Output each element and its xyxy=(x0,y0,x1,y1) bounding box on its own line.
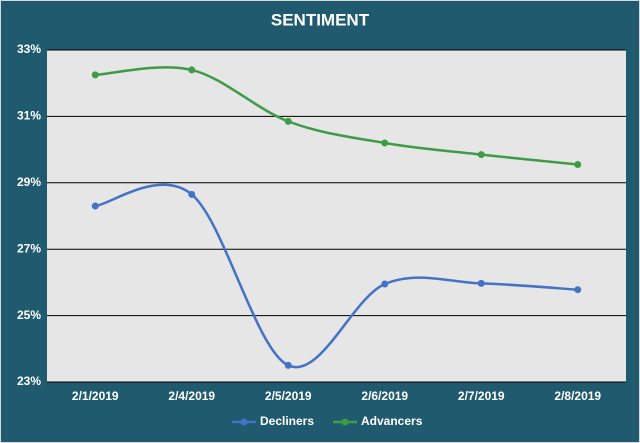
series-line xyxy=(95,66,578,166)
x-tick-label: 2/5/2019 xyxy=(265,389,312,403)
data-point xyxy=(381,139,389,147)
x-tick-label: 2/8/2019 xyxy=(554,389,601,403)
data-point xyxy=(477,279,485,287)
x-tick-label: 2/6/2019 xyxy=(361,389,408,403)
data-point xyxy=(284,361,292,369)
data-point xyxy=(284,117,292,125)
data-point xyxy=(574,286,582,294)
y-tick-label: 23% xyxy=(17,374,41,388)
data-point xyxy=(574,161,582,169)
data-point xyxy=(381,280,389,288)
y-tick-label: 29% xyxy=(17,175,41,189)
data-point xyxy=(188,66,196,74)
data-point xyxy=(188,190,196,198)
y-tick-label: 31% xyxy=(17,109,41,123)
data-point xyxy=(91,71,99,79)
legend-marker xyxy=(240,418,248,426)
data-point xyxy=(477,151,485,159)
plot-area xyxy=(47,50,626,382)
legend-label: Decliners xyxy=(260,414,314,428)
x-tick-label: 2/4/2019 xyxy=(168,389,215,403)
legend-label: Advancers xyxy=(361,414,423,428)
x-tick-label: 2/1/2019 xyxy=(72,389,119,403)
x-tick-label: 2/7/2019 xyxy=(458,389,505,403)
y-tick-label: 33% xyxy=(17,42,41,56)
y-tick-label: 25% xyxy=(17,308,41,322)
chart-title: SENTIMENT xyxy=(271,10,370,29)
legend-marker xyxy=(341,418,349,426)
y-tick-label: 27% xyxy=(17,241,41,255)
data-point xyxy=(91,202,99,210)
